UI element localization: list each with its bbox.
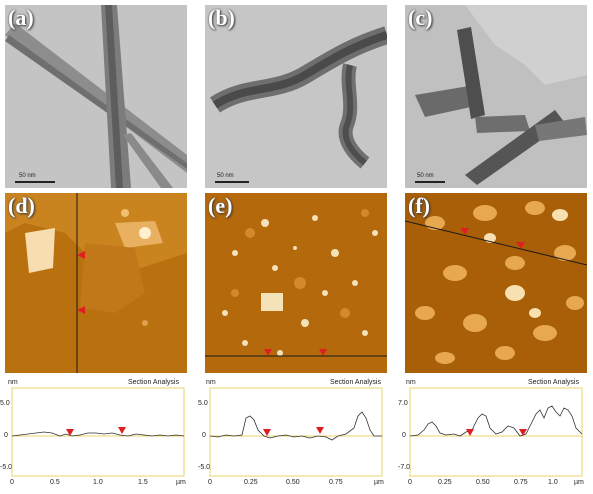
- afm-d-map: [5, 193, 187, 373]
- tem-a-fibers: [5, 5, 187, 188]
- section-graph-e: nm Section Analysis 5.0 0 -5.0 0 0.25 0.…: [198, 378, 396, 490]
- panel-label-c: (c): [408, 5, 433, 30]
- graph-plot-f: [409, 387, 583, 477]
- x-tick: 0.5: [50, 479, 60, 486]
- graph-title: Section Analysis: [330, 379, 381, 386]
- graph-title: Section Analysis: [528, 379, 579, 386]
- y-tick-zero: 0: [4, 432, 8, 439]
- tem-c-rods: [405, 5, 587, 188]
- y-tick-bottom: -7.0: [398, 464, 411, 471]
- y-tick-bottom: -5.0: [0, 464, 13, 471]
- x-unit: µm: [574, 479, 584, 486]
- y-tick-top: 5.0: [198, 400, 208, 407]
- tem-image-b: (b) 50 nm: [205, 5, 387, 188]
- y-tick-top: 5.0: [0, 400, 10, 407]
- x-tick: 0: [208, 479, 212, 486]
- y-tick-zero: 0: [202, 432, 206, 439]
- graph-title: Section Analysis: [128, 379, 179, 386]
- x-tick: 0.75: [514, 479, 528, 486]
- x-tick: 0.75: [329, 479, 343, 486]
- graph-plot-e: [209, 387, 383, 477]
- y-tick-zero: 0: [402, 432, 406, 439]
- x-unit: µm: [176, 479, 186, 486]
- graph-unit: nm: [406, 379, 416, 386]
- x-tick: 0.50: [476, 479, 490, 486]
- afm-image-f: (f): [405, 193, 587, 373]
- tem-image-a: (a) 50 nm: [5, 5, 187, 188]
- tem-b-ribbons: [205, 5, 387, 188]
- tem-image-c: (c) 50 nm: [405, 5, 587, 188]
- x-tick: 1.0: [93, 479, 103, 486]
- section-graph-f: nm Section Analysis 7.0 0 -7.0 0 0.25 0.…: [398, 378, 593, 490]
- x-tick: 0.50: [286, 479, 300, 486]
- panel-label-e: (e): [208, 193, 233, 218]
- panel-label-a: (a): [8, 5, 34, 30]
- graph-unit: nm: [206, 379, 216, 386]
- x-unit: µm: [374, 479, 384, 486]
- graph-plot-d: [11, 387, 185, 477]
- x-tick: 1.0: [548, 479, 558, 486]
- afm-f-map: [405, 193, 587, 373]
- x-tick: 0: [408, 479, 412, 486]
- scale-text-b: 50 nm: [217, 173, 234, 179]
- afm-e-map: [205, 193, 387, 373]
- graph-unit: nm: [8, 379, 18, 386]
- x-tick: 0: [10, 479, 14, 486]
- x-tick: 0.25: [244, 479, 258, 486]
- x-tick: 1.5: [138, 479, 148, 486]
- scale-text-a: 50 nm: [19, 173, 36, 179]
- panel-label-f: (f): [408, 193, 430, 218]
- x-tick: 0.25: [438, 479, 452, 486]
- afm-image-e: (e): [205, 193, 387, 373]
- panel-label-d: (d): [8, 193, 35, 218]
- y-tick-top: 7.0: [398, 400, 408, 407]
- y-tick-bottom: -5.0: [198, 464, 211, 471]
- section-graph-d: nm Section Analysis 5.0 0 -5.0 0 0.5 1.0…: [0, 378, 195, 490]
- scale-text-c: 50 nm: [417, 173, 434, 179]
- panel-label-b: (b): [208, 5, 235, 30]
- afm-image-d: (d): [5, 193, 187, 373]
